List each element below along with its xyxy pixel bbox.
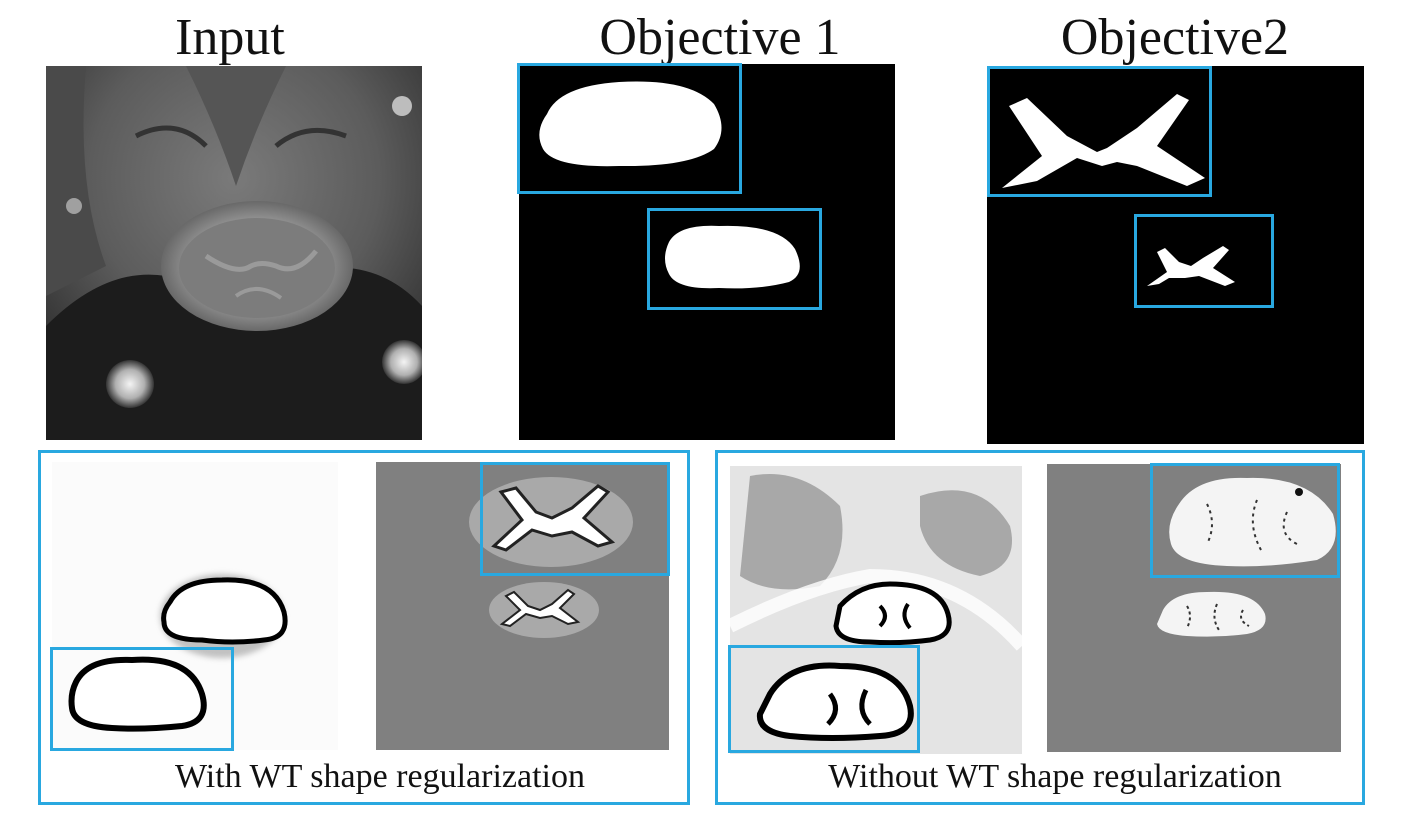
with-regularization-caption: With WT shape regularization [175, 758, 585, 795]
without-regularization-caption: Without WT shape regularization [828, 758, 1282, 795]
with-regularization-group [38, 450, 690, 805]
with-reg-zoom-box [50, 647, 234, 751]
objective1-zoom-box [517, 63, 742, 194]
with-reg-diff-zoom-box [480, 462, 670, 576]
objective1-title: Objective 1 [599, 9, 841, 66]
without-reg-prediction-map [730, 466, 1022, 754]
without-reg-diff-zoom-box [1150, 463, 1340, 578]
without-reg-difference-map [1047, 464, 1341, 752]
without-regularization-group [715, 450, 1365, 805]
input-mri-image [46, 66, 422, 440]
objective2-roi-box [1134, 214, 1274, 308]
objective2-zoom-box [987, 66, 1212, 197]
with-reg-difference-map [376, 462, 669, 750]
objective1-roi-box [647, 208, 822, 310]
objective1-mask [519, 64, 895, 440]
with-reg-prediction-map [52, 462, 338, 750]
objective2-mask [987, 66, 1364, 444]
without-reg-zoom-box [728, 645, 920, 753]
objective2-title: Objective2 [1060, 9, 1290, 66]
input-title: Input [175, 9, 285, 66]
